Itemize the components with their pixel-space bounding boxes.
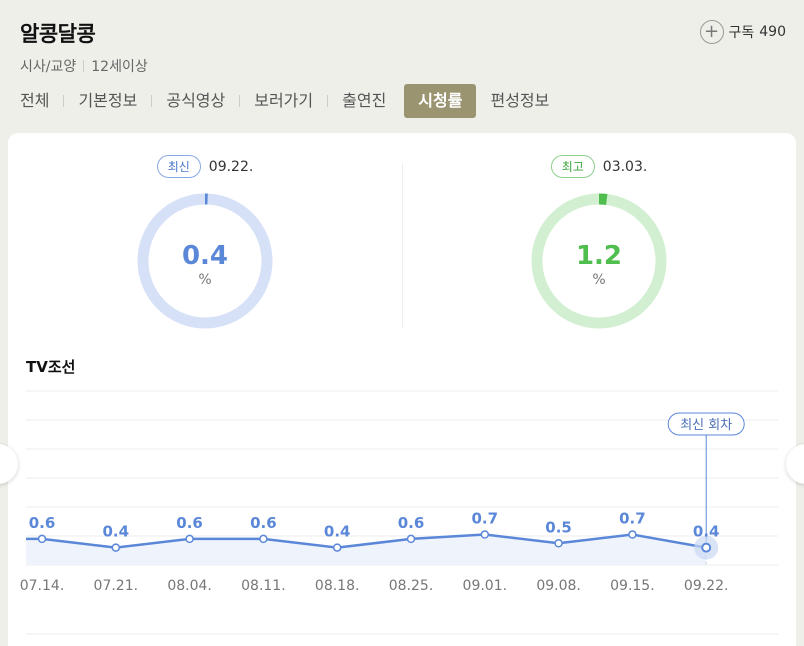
highlight-badge: [667, 412, 745, 436]
tab-schedule[interactable]: 편성정보: [490, 91, 550, 110]
latest-date: 09.22.: [208, 158, 254, 175]
data-point: [332, 543, 342, 552]
ratings-line-chart: 최신 회차 0.6 07.14. 0.4 07.21. 0.6 08.04. 0.6 08.11…: [20, 390, 778, 635]
channel-name: TV조선: [26, 358, 76, 376]
data-point: [628, 530, 637, 539]
highest-date: 03.03.: [602, 158, 648, 175]
data-point: [701, 542, 712, 553]
x-tick-label: 07.21.: [94, 578, 139, 594]
gauge-divider: [402, 163, 403, 328]
latest-rating-unit: %: [198, 272, 212, 288]
tab-cast[interactable]: 출연진: [342, 91, 387, 110]
tab-divider: [151, 95, 153, 107]
highlight-badge-label: 최신 회차: [680, 418, 732, 433]
data-label: 0.5: [545, 518, 572, 536]
tab-ratings[interactable]: 시청률: [404, 84, 477, 118]
chart-prev-button[interactable]: [0, 444, 18, 484]
subscribe-label: 구독: [728, 25, 755, 41]
latest-badge: 최신: [156, 155, 201, 178]
program-header: 알콩달콩: [20, 18, 96, 48]
data-point: [480, 530, 490, 539]
highest-badge: 최고: [550, 155, 595, 178]
ratings-chart: 최신 회차 0.6 07.14. 0.4 07.21. 0.6 08.04. 0.6 08.11…: [8, 383, 796, 646]
latest-rating-gauge: 최신 09.22. 0.4 %: [8, 133, 402, 333]
latest-rating-value: 0.4: [181, 241, 229, 271]
chart-next-button[interactable]: [786, 444, 804, 484]
program-title: 알콩달콩: [20, 22, 96, 46]
tab-official-video[interactable]: 공식영상: [166, 91, 226, 110]
tab-divider: [327, 95, 329, 107]
data-label: 0.7: [619, 510, 646, 528]
tab-watch[interactable]: 보러가기: [254, 91, 314, 110]
meta-divider: [83, 60, 85, 72]
x-tick-label: 08.11.: [241, 578, 286, 594]
tab-basic-info[interactable]: 기본정보: [78, 91, 138, 110]
highest-gauge-header: 최고 03.03.: [402, 155, 796, 178]
data-label: 0.6: [176, 514, 203, 532]
age-rating-label: 12세이상: [91, 59, 148, 75]
ratings-card: 최신 09.22. 0.4 % 최고 03.03. 1.2 % TV조선 최신 …: [8, 133, 796, 646]
program-meta: 시사/교양 12세이상: [20, 56, 148, 76]
data-point: [406, 534, 416, 544]
data-label: 0.4: [103, 523, 130, 541]
plus-icon: +: [699, 20, 724, 44]
tab-divider: [63, 95, 65, 107]
data-label: 0.4: [693, 523, 720, 541]
data-point: [37, 534, 47, 544]
data-point: [259, 534, 268, 544]
x-tick-label: 09.01.: [463, 578, 508, 594]
series-area: [26, 534, 707, 565]
x-tick-label: 09.08.: [536, 578, 581, 594]
latest-donut-arc: [137, 193, 273, 329]
x-tick-label: 09.22.: [684, 578, 729, 594]
x-tick-label: 08.25.: [389, 578, 434, 594]
data-label: 0.6: [250, 514, 277, 532]
data-point: [185, 534, 194, 544]
tab-bar: 전체 기본정보 공식영상 보러가기 출연진 시청률 편성정보: [20, 84, 563, 118]
x-tick-label: 08.18.: [315, 578, 360, 594]
data-label: 0.6: [29, 514, 56, 532]
x-tick-label: 09.15.: [610, 578, 655, 594]
genre-label: 시사/교양: [20, 59, 77, 75]
highest-donut: [531, 193, 667, 329]
latest-donut: [137, 193, 273, 329]
highest-rating-gauge: 최고 03.03. 1.2 %: [402, 133, 796, 333]
data-point: [111, 543, 121, 552]
highest-rating-value: 1.2: [575, 241, 623, 271]
subscribe-count: 490: [759, 24, 786, 40]
data-label: 0.7: [472, 510, 499, 528]
latest-gauge-header: 최신 09.22.: [8, 155, 402, 178]
tab-divider: [239, 95, 241, 107]
data-point: [554, 539, 563, 548]
x-tick-label: 07.14.: [20, 578, 65, 594]
highest-rating-unit: %: [592, 272, 606, 288]
data-label: 0.4: [324, 523, 351, 541]
data-label: 0.6: [398, 514, 425, 532]
tab-all[interactable]: 전체: [20, 91, 50, 110]
subscribe-button[interactable]: + 구독 490: [699, 20, 786, 44]
highest-donut-arc: [531, 193, 667, 329]
x-tick-label: 08.04.: [167, 578, 212, 594]
